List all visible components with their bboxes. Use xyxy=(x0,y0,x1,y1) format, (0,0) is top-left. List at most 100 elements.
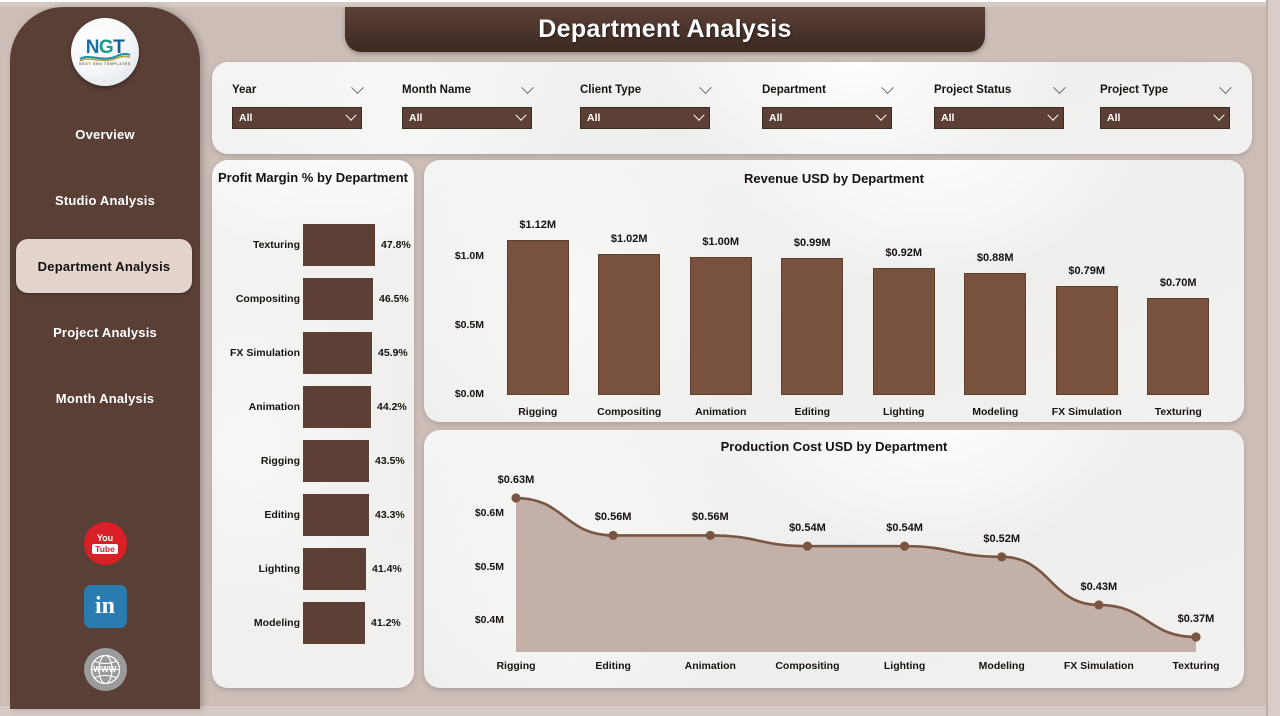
top-hairline xyxy=(0,0,1280,2)
slicer-value: All xyxy=(941,112,955,124)
bar[interactable] xyxy=(303,332,372,374)
linkedin-icon[interactable]: in xyxy=(83,585,127,628)
bar[interactable] xyxy=(1055,285,1118,395)
slicer-header[interactable]: Project Status xyxy=(934,80,1066,100)
category-label: Lighting xyxy=(258,563,300,575)
slicer-dropdown[interactable]: All xyxy=(1100,107,1230,129)
value-label: 43.3% xyxy=(375,509,405,521)
slicer-dropdown[interactable]: All xyxy=(762,107,892,129)
x-axis-category-label: Compositing xyxy=(775,660,840,672)
bar[interactable] xyxy=(598,253,661,395)
profit-margin-row[interactable]: Editing 43.3% xyxy=(212,488,414,542)
slicer-header[interactable]: Month Name xyxy=(402,80,534,100)
slicer-value: All xyxy=(409,112,423,124)
x-axis-category-label: Modeling xyxy=(978,660,1025,672)
bar[interactable] xyxy=(303,224,375,266)
bar[interactable] xyxy=(1147,298,1210,395)
x-axis-category-label: Editing xyxy=(794,406,831,418)
production-cost-chart: Production Cost USD by Department $0.6M $… xyxy=(424,430,1244,688)
slicer-dropdown[interactable]: All xyxy=(934,107,1064,129)
profit-margin-row[interactable]: Rigging 43.5% xyxy=(212,434,414,488)
profit-margin-row[interactable]: Compositing 46.5% xyxy=(212,272,414,326)
slicer-header[interactable]: Department xyxy=(762,80,894,100)
sidebar-item-label: Overview xyxy=(75,126,135,142)
profit-margin-row[interactable]: FX Simulation 45.9% xyxy=(212,326,414,380)
linkedin-icon-label: in xyxy=(94,592,115,619)
bar[interactable] xyxy=(303,278,373,320)
bar[interactable] xyxy=(303,602,365,644)
slicer-dropdown[interactable]: All xyxy=(580,107,710,129)
slicer-value: All xyxy=(1107,112,1121,124)
category-label: Editing xyxy=(264,509,300,521)
slicer-project-type: Project Type All xyxy=(1100,80,1232,129)
value-label: $0.56M xyxy=(594,511,632,524)
bar[interactable] xyxy=(872,267,935,395)
slicer-dropdown[interactable]: All xyxy=(402,107,532,129)
value-label: $0.56M xyxy=(691,511,729,524)
bar[interactable] xyxy=(303,548,366,590)
slicer-value: All xyxy=(587,112,601,124)
bar[interactable] xyxy=(506,240,569,395)
chart-title: Profit Margin % by Department xyxy=(218,170,408,185)
profit-margin-row[interactable]: Modeling 41.2% xyxy=(212,596,414,650)
bar[interactable] xyxy=(303,386,371,428)
bar[interactable] xyxy=(303,440,369,482)
bar[interactable] xyxy=(964,273,1027,395)
production-cost-area-line xyxy=(511,493,1201,652)
website-icon[interactable]: WWW xyxy=(83,648,127,691)
bar[interactable] xyxy=(689,256,752,395)
chevron-down-icon xyxy=(1047,109,1059,121)
data-point-marker[interactable] xyxy=(802,541,813,551)
data-point-marker[interactable] xyxy=(608,530,618,541)
category-label: Modeling xyxy=(253,617,300,629)
youtube-icon[interactable]: You Tube xyxy=(83,522,127,565)
chevron-down-icon xyxy=(351,80,364,94)
data-point-marker[interactable] xyxy=(705,530,715,541)
data-point-marker[interactable] xyxy=(899,541,910,551)
value-label: 46.5% xyxy=(379,293,409,305)
slicer-header[interactable]: Project Type xyxy=(1100,80,1232,100)
logo-letters: NGT xyxy=(85,37,125,58)
slicer-dropdown[interactable]: All xyxy=(232,107,362,129)
profit-margin-rows: Texturing 47.8% Compositing 46.5% FX Simulat… xyxy=(212,218,414,650)
chart-title: Revenue USD by Department xyxy=(744,171,924,186)
sidebar-nav: Overview Studio Analysis Department Anal… xyxy=(10,107,200,437)
sidebar-item-studio-analysis[interactable]: Studio Analysis xyxy=(10,173,200,227)
chevron-down-icon xyxy=(515,109,527,121)
sidebar-item-overview[interactable]: Overview xyxy=(10,107,200,161)
brand-logo: NGT NEXT GEN TEMPLATES xyxy=(71,18,139,86)
sidebar-item-label: Studio Analysis xyxy=(54,192,156,208)
profit-margin-row[interactable]: Texturing 47.8% xyxy=(212,218,414,272)
chevron-down-icon xyxy=(881,80,894,94)
y-axis-tick-label: $0.4M xyxy=(474,613,504,626)
bottom-strip xyxy=(0,706,1280,716)
right-divider xyxy=(1266,0,1268,716)
bar[interactable] xyxy=(781,257,844,395)
slicer-header[interactable]: Client Type xyxy=(580,80,712,100)
data-point-marker[interactable] xyxy=(1094,600,1104,610)
data-point-marker[interactable] xyxy=(997,552,1007,562)
data-point-marker[interactable] xyxy=(511,493,521,503)
bar[interactable] xyxy=(303,494,369,536)
x-axis-category-label: Compositing xyxy=(597,406,662,418)
data-point-marker[interactable] xyxy=(1191,632,1201,642)
value-label: $0.37M xyxy=(1177,612,1215,625)
value-label: $0.92M xyxy=(885,246,923,259)
profit-margin-row[interactable]: Lighting 41.4% xyxy=(212,542,414,596)
x-axis-category-label: FX Simulation xyxy=(1063,660,1134,672)
category-label: Compositing xyxy=(235,293,300,305)
slicer-label: Month Name xyxy=(402,84,471,96)
slicer-header[interactable]: Year xyxy=(232,80,364,100)
profit-margin-chart: Profit Margin % by Department Texturing 4… xyxy=(212,160,414,688)
value-label: $0.54M xyxy=(789,522,826,535)
sidebar-item-month-analysis[interactable]: Month Analysis xyxy=(10,371,200,425)
chevron-down-icon xyxy=(699,80,712,94)
profit-margin-row[interactable]: Animation 44.2% xyxy=(212,380,414,434)
slicer-value: All xyxy=(769,112,783,124)
chevron-down-icon xyxy=(1053,80,1066,94)
sidebar-item-project-analysis[interactable]: Project Analysis xyxy=(10,305,200,359)
sidebar-item-department-analysis[interactable]: Department Analysis xyxy=(16,239,192,293)
value-label: $0.99M xyxy=(793,236,831,249)
x-axis-category-label: Texturing xyxy=(1154,406,1202,418)
